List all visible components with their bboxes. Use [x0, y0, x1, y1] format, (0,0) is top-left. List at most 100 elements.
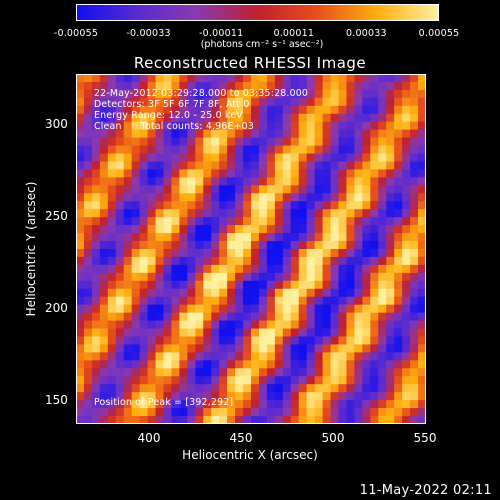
- heatmap-cell: [306, 249, 316, 258]
- heatmap-cell: [179, 97, 188, 107]
- heatmap-cell: [243, 384, 252, 393]
- heatmap-cell: [187, 177, 196, 186]
- heatmap-cell: [394, 153, 403, 163]
- heatmap-cell: [402, 344, 411, 353]
- heatmap-cell: [274, 74, 284, 83]
- heatmap-cell: [258, 328, 268, 338]
- heatmap-cell: [107, 161, 117, 171]
- heatmap-cell: [306, 368, 316, 377]
- heatmap-cell: [298, 376, 308, 385]
- heatmap-cell: [179, 241, 188, 250]
- heatmap-cell: [314, 368, 324, 377]
- heatmap-cell: [76, 193, 85, 202]
- heatmap-cell: [115, 193, 125, 202]
- heatmap-cell: [418, 145, 426, 155]
- heatmap-cell: [378, 400, 387, 409]
- heatmap-cell: [322, 121, 332, 131]
- heatmap-cell: [402, 193, 411, 202]
- heatmap-cell: [115, 74, 125, 83]
- heatmap-cell: [282, 296, 292, 306]
- heatmap-cell: [314, 193, 324, 202]
- heatmap-cell: [235, 241, 244, 250]
- heatmap-cell: [227, 225, 236, 234]
- heatmap-cell: [115, 249, 125, 258]
- heatmap-cell: [322, 376, 332, 385]
- heatmap-cell: [370, 105, 379, 115]
- chart-title: Reconstructed RHESSI Image: [133, 54, 367, 72]
- heatmap-cell: [346, 113, 355, 123]
- heatmap-cell: [83, 328, 93, 338]
- heatmap-cell: [290, 193, 300, 202]
- heatmap-cell: [219, 145, 228, 155]
- colorbar-unit: (photons cm⁻² s⁻¹ asec⁻²): [200, 39, 324, 50]
- heatmap-cell: [394, 312, 403, 322]
- heatmap-cell: [322, 217, 332, 226]
- heatmap-cell: [290, 105, 300, 115]
- heatmap-cell: [386, 352, 395, 361]
- y-tick-label: 150: [45, 393, 68, 407]
- heatmap-cell: [131, 304, 141, 314]
- heatmap-cell: [354, 129, 363, 139]
- heatmap-cell: [306, 121, 316, 131]
- heatmap-cell: [203, 280, 212, 290]
- heatmap-cell: [370, 304, 379, 314]
- heatmap-cell: [99, 233, 109, 242]
- heatmap-cell: [243, 89, 252, 99]
- heatmap-cell: [131, 217, 141, 226]
- heatmap-cell: [362, 344, 371, 353]
- heatmap-cell: [258, 384, 268, 393]
- heatmap-cell: [107, 312, 117, 322]
- heatmap-cell: [147, 256, 157, 266]
- heatmap-cell: [251, 225, 260, 234]
- heatmap-cell: [139, 105, 149, 115]
- heatmap-cell: [298, 201, 308, 210]
- heatmap-cell: [243, 161, 252, 171]
- heatmap-cell: [330, 384, 340, 393]
- heatmap-cell: [235, 193, 244, 202]
- heatmap-cell: [251, 201, 260, 210]
- heatmap-cell: [83, 137, 93, 147]
- heatmap-cell: [211, 360, 220, 369]
- heatmap-cell: [418, 304, 426, 314]
- heatmap-cell: [370, 408, 379, 417]
- heatmap-cell: [76, 328, 85, 338]
- heatmap-cell: [235, 352, 244, 361]
- heatmap-cell: [378, 296, 387, 306]
- heatmap-cell: [251, 416, 260, 424]
- heatmap-cell: [418, 193, 426, 202]
- heatmap-cell: [274, 241, 284, 250]
- heatmap-cell: [211, 89, 220, 99]
- heatmap-cell: [290, 169, 300, 178]
- heatmap-cell: [266, 177, 276, 186]
- heatmap-cell: [394, 328, 403, 338]
- heatmap-cell: [314, 129, 324, 139]
- heatmap-cell: [147, 161, 157, 171]
- heatmap-cell: [187, 81, 196, 91]
- heatmap-cell: [83, 153, 93, 163]
- heatmap-cell: [243, 249, 252, 258]
- heatmap-cell: [378, 416, 387, 424]
- annotation-time-range: 22-May-2012 03:29:28.000 to 03:35:28.000: [94, 88, 309, 99]
- heatmap-cell: [386, 74, 395, 83]
- heatmap-cell: [123, 74, 133, 83]
- heatmap-cell: [282, 121, 292, 131]
- heatmap-cell: [346, 344, 355, 353]
- heatmap-cell: [219, 97, 228, 107]
- heatmap-cell: [354, 352, 363, 361]
- heatmap-cell: [179, 400, 188, 409]
- heatmap-cell: [410, 312, 419, 322]
- heatmap-cell: [402, 272, 411, 282]
- heatmap-cell: [99, 217, 109, 226]
- heatmap-cell: [378, 352, 387, 361]
- heatmap-cell: [187, 145, 196, 155]
- heatmap-cell: [163, 233, 173, 242]
- heatmap-cell: [314, 344, 324, 353]
- heatmap-cell: [123, 105, 133, 115]
- heatmap-cell: [227, 408, 236, 417]
- heatmap-cell: [115, 233, 125, 242]
- heatmap-cell: [203, 304, 212, 314]
- heatmap-cell: [171, 249, 180, 258]
- heatmap-cell: [76, 209, 85, 218]
- heatmap-cell: [251, 121, 260, 131]
- heatmap-cell: [346, 225, 355, 234]
